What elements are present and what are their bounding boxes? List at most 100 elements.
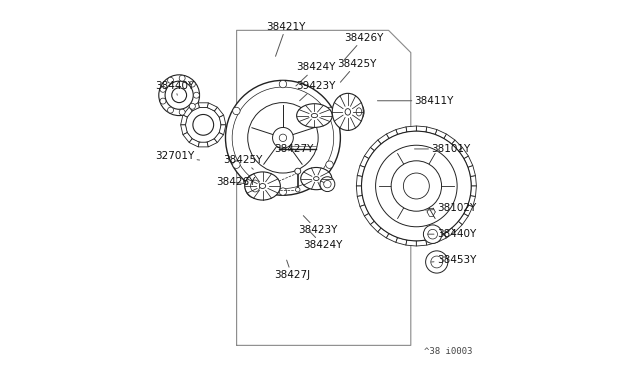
Polygon shape (387, 234, 397, 243)
Polygon shape (371, 140, 381, 151)
Circle shape (186, 107, 221, 142)
Circle shape (403, 173, 429, 199)
Ellipse shape (301, 167, 332, 190)
Ellipse shape (332, 93, 364, 131)
Text: 39423Y: 39423Y (296, 81, 335, 101)
Circle shape (296, 187, 300, 192)
Ellipse shape (354, 104, 364, 120)
Circle shape (168, 107, 173, 113)
Ellipse shape (314, 177, 319, 180)
Text: 32701Y: 32701Y (155, 151, 200, 161)
Polygon shape (426, 238, 437, 245)
Circle shape (362, 131, 471, 241)
Polygon shape (458, 214, 468, 225)
Polygon shape (356, 186, 362, 196)
Polygon shape (468, 196, 476, 206)
Polygon shape (356, 176, 362, 186)
Circle shape (391, 161, 442, 211)
Polygon shape (357, 166, 365, 176)
Polygon shape (360, 205, 369, 216)
Polygon shape (207, 139, 218, 147)
Circle shape (273, 128, 293, 148)
Polygon shape (452, 221, 462, 232)
Ellipse shape (244, 172, 280, 200)
Polygon shape (378, 228, 389, 238)
Text: 38102Y: 38102Y (426, 203, 476, 213)
Text: 38426Y: 38426Y (216, 177, 255, 187)
Circle shape (376, 145, 457, 227)
Ellipse shape (311, 113, 317, 118)
Polygon shape (360, 156, 369, 167)
FancyBboxPatch shape (429, 208, 436, 217)
Polygon shape (387, 129, 397, 138)
Polygon shape (180, 125, 188, 135)
Circle shape (324, 180, 331, 188)
Text: 38426Y: 38426Y (344, 33, 383, 60)
Circle shape (160, 86, 166, 92)
Circle shape (179, 109, 185, 115)
Polygon shape (406, 240, 417, 246)
Circle shape (233, 107, 240, 115)
Circle shape (172, 88, 187, 103)
Ellipse shape (345, 109, 351, 115)
Circle shape (225, 80, 340, 195)
Polygon shape (207, 103, 218, 111)
Polygon shape (417, 240, 427, 246)
Text: 38424Y: 38424Y (303, 231, 342, 250)
Polygon shape (464, 205, 473, 216)
Circle shape (431, 256, 443, 268)
Polygon shape (464, 156, 473, 167)
Text: ^38 i0003: ^38 i0003 (424, 347, 472, 356)
Text: 38425Y: 38425Y (337, 59, 376, 82)
Circle shape (326, 161, 333, 169)
Polygon shape (452, 140, 462, 151)
Circle shape (279, 188, 287, 195)
Circle shape (193, 115, 214, 135)
Circle shape (424, 225, 442, 243)
Ellipse shape (297, 104, 332, 128)
Polygon shape (371, 221, 381, 232)
Polygon shape (198, 103, 208, 108)
Polygon shape (435, 129, 446, 138)
Polygon shape (189, 139, 199, 147)
Polygon shape (189, 103, 199, 111)
Text: 38101Y: 38101Y (415, 144, 470, 154)
Polygon shape (444, 228, 455, 238)
Polygon shape (396, 238, 407, 245)
Circle shape (233, 161, 240, 169)
Circle shape (189, 81, 195, 87)
Circle shape (179, 75, 185, 81)
Polygon shape (426, 127, 437, 134)
Circle shape (165, 81, 193, 109)
Circle shape (232, 87, 333, 189)
Circle shape (426, 251, 448, 273)
Polygon shape (406, 126, 417, 132)
Ellipse shape (259, 183, 266, 189)
Polygon shape (444, 134, 455, 144)
Polygon shape (417, 126, 427, 132)
Polygon shape (180, 115, 188, 125)
Text: 38424Y: 38424Y (296, 62, 335, 86)
Polygon shape (220, 115, 226, 125)
Circle shape (248, 103, 318, 173)
Circle shape (193, 92, 200, 98)
Circle shape (295, 168, 301, 174)
Polygon shape (458, 147, 468, 158)
Circle shape (160, 98, 166, 104)
Text: 38421Y: 38421Y (266, 22, 306, 56)
Text: 38411Y: 38411Y (378, 96, 454, 106)
Polygon shape (435, 234, 446, 243)
Polygon shape (198, 142, 208, 147)
Text: 38425Y: 38425Y (223, 155, 263, 169)
Polygon shape (183, 107, 192, 117)
Circle shape (159, 75, 200, 116)
Circle shape (320, 177, 335, 192)
Text: 38440Y: 38440Y (428, 229, 476, 239)
Circle shape (168, 77, 173, 83)
Text: 38427Y: 38427Y (274, 144, 313, 154)
Circle shape (428, 230, 438, 239)
Polygon shape (396, 127, 407, 134)
Text: 38427J: 38427J (274, 260, 310, 280)
Ellipse shape (250, 180, 260, 192)
Circle shape (279, 80, 287, 88)
